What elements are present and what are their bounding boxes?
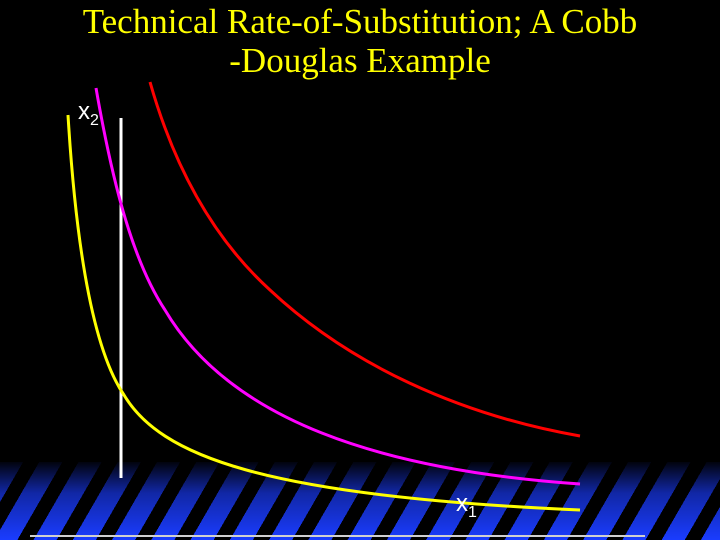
isoquant-curve-low [66,114,581,512]
slide-title-line-2: -Douglas Example [229,41,491,80]
y-axis-label-subscript: 2 [90,112,99,129]
x-axis-label: x1 [456,492,477,525]
slide-title-line-1: Technical Rate-of-Substitution; A Cobb [82,2,638,41]
footer-rule [30,535,645,537]
x-axis-label-main: x [456,490,468,517]
isoquant-curve-middle [94,87,581,486]
slide-title: Technical Rate-of-Substitution; A Cobb -… [0,2,720,80]
x-axis-label-subscript: 1 [468,504,477,521]
isoquant-curve-high [148,81,581,438]
y-axis-label-main: x [78,98,90,125]
y-axis-label: x2 [78,100,99,133]
